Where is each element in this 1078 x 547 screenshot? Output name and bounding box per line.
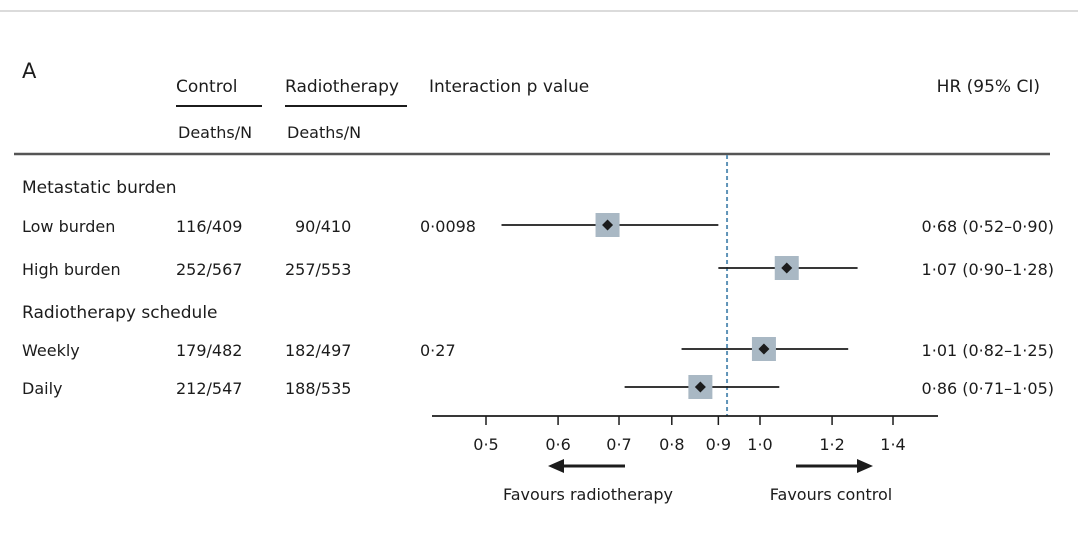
row-radiotherapy-weekly: 182/497 (285, 341, 351, 360)
group-title-radiotherapy-schedule: Radiotherapy schedule (22, 303, 218, 323)
header-radiotherapy: Radiotherapy (285, 77, 399, 97)
row-label-low-burden: Low burden (22, 217, 115, 236)
row-hr-weekly: 1·01 (0·82–1·25) (922, 341, 1054, 360)
x-tick-label: 0·7 (606, 435, 631, 454)
row-control-high-burden: 252/567 (176, 260, 242, 279)
header-radiotherapy-sub: Deaths/N (287, 123, 361, 142)
x-tick-label: 0·9 (706, 435, 731, 454)
x-tick-label: 0·6 (545, 435, 570, 454)
favours-radiotherapy-label: Favours radiotherapy (503, 485, 673, 504)
header-hr: HR (95% CI) (937, 77, 1040, 97)
row-control-low-burden: 116/409 (176, 217, 242, 236)
row-p-low-burden: 0·0098 (420, 217, 476, 236)
row-label-daily: Daily (22, 379, 62, 398)
x-tick-label: 0·5 (473, 435, 498, 454)
row-hr-low-burden: 0·68 (0·52–0·90) (922, 217, 1054, 236)
hr-point (758, 343, 770, 355)
hr-point (781, 262, 793, 274)
header-control: Control (176, 77, 237, 97)
favours-control-arrow-head (857, 459, 873, 473)
x-tick-label: 1·4 (880, 435, 905, 454)
row-control-weekly: 179/482 (176, 341, 242, 360)
row-radiotherapy-low-burden: 90/410 (295, 217, 351, 236)
x-tick-label: 1·0 (747, 435, 772, 454)
group-title-metastatic-burden: Metastatic burden (22, 178, 177, 198)
header-control-sub: Deaths/N (178, 123, 252, 142)
forest-plot-area: 0·5 0·6 0·7 0·8 0·9 1·0 1·2 1·4 (432, 155, 938, 473)
panel-label: A (22, 59, 37, 83)
hr-point (602, 219, 614, 231)
row-hr-daily: 0·86 (0·71–1·05) (922, 379, 1054, 398)
row-label-high-burden: High burden (22, 260, 121, 279)
row-radiotherapy-daily: 188/535 (285, 379, 351, 398)
x-tick-label: 0·8 (659, 435, 684, 454)
favours-control-label: Favours control (770, 485, 892, 504)
row-p-weekly: 0·27 (420, 341, 456, 360)
header-interaction-p: Interaction p value (429, 77, 589, 97)
favours-radiotherapy-arrow-head (548, 459, 564, 473)
hr-point (694, 381, 706, 393)
row-hr-high-burden: 1·07 (0·90–1·28) (922, 260, 1054, 279)
x-tick-label: 1·2 (819, 435, 844, 454)
row-radiotherapy-high-burden: 257/553 (285, 260, 351, 279)
row-control-daily: 212/547 (176, 379, 242, 398)
row-label-weekly: Weekly (22, 341, 80, 360)
